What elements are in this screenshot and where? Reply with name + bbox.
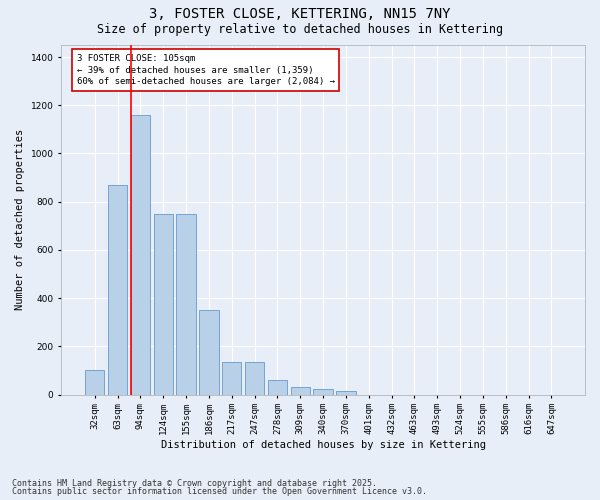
Bar — [199, 310, 218, 394]
Bar — [85, 370, 104, 394]
Bar — [176, 214, 196, 394]
Text: Contains public sector information licensed under the Open Government Licence v3: Contains public sector information licen… — [12, 487, 427, 496]
Bar — [131, 115, 150, 394]
Bar — [313, 388, 333, 394]
Bar — [245, 362, 264, 394]
Bar — [290, 388, 310, 394]
Text: Contains HM Land Registry data © Crown copyright and database right 2025.: Contains HM Land Registry data © Crown c… — [12, 478, 377, 488]
Bar — [222, 362, 241, 394]
Text: 3, FOSTER CLOSE, KETTERING, NN15 7NY: 3, FOSTER CLOSE, KETTERING, NN15 7NY — [149, 8, 451, 22]
X-axis label: Distribution of detached houses by size in Kettering: Distribution of detached houses by size … — [161, 440, 485, 450]
Bar — [108, 185, 127, 394]
Bar — [268, 380, 287, 394]
Text: 3 FOSTER CLOSE: 105sqm
← 39% of detached houses are smaller (1,359)
60% of semi-: 3 FOSTER CLOSE: 105sqm ← 39% of detached… — [77, 54, 335, 86]
Bar — [336, 391, 356, 394]
Text: Size of property relative to detached houses in Kettering: Size of property relative to detached ho… — [97, 22, 503, 36]
Y-axis label: Number of detached properties: Number of detached properties — [15, 129, 25, 310]
Bar — [154, 214, 173, 394]
